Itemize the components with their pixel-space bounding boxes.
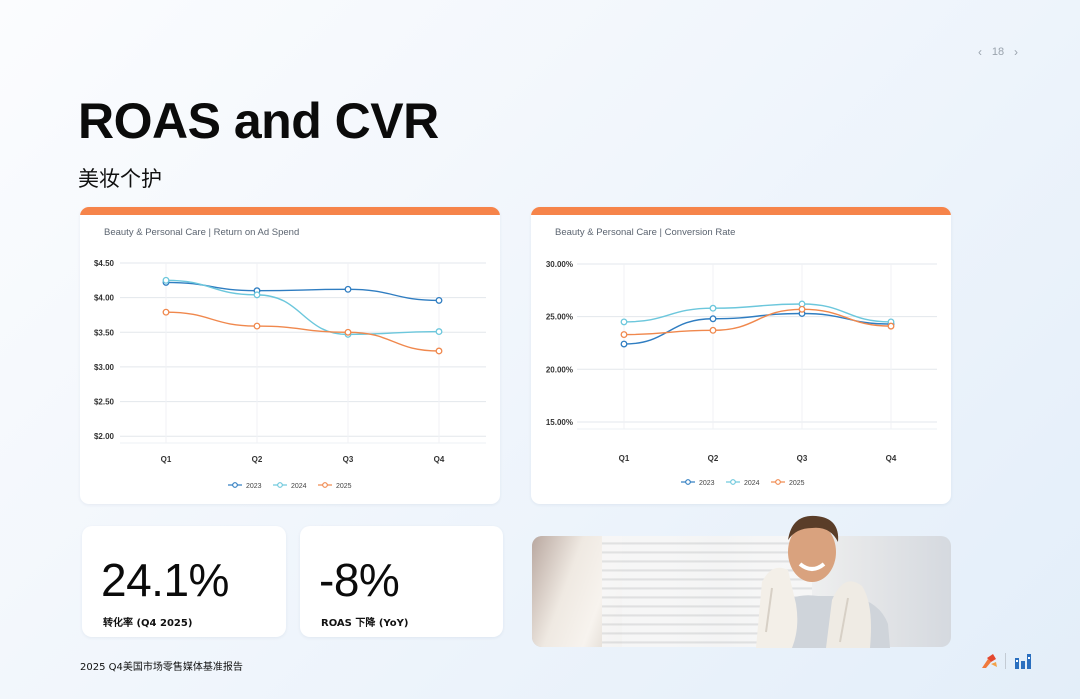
legend-label: 2023 — [699, 480, 715, 487]
data-point-2025 — [798, 305, 806, 313]
x-tick-label: Q4 — [886, 454, 897, 463]
cvr-chart: Beauty & Personal Care | Conversion Rate… — [546, 227, 937, 487]
y-tick-label: 20.00% — [546, 365, 573, 374]
legend-label: 2024 — [291, 483, 307, 490]
legend-swatch-marker — [730, 479, 736, 485]
data-point-2025 — [620, 331, 628, 338]
data-point-2024 — [253, 291, 261, 299]
legend-label: 2024 — [744, 480, 760, 487]
stat-value: 24.1% — [101, 554, 229, 606]
data-point-2025 — [344, 328, 352, 336]
chart-title: Beauty & Personal Care | Conversion Rate — [555, 227, 735, 238]
roas-chart-card: Beauty & Personal Care | Return on Ad Sp… — [80, 207, 500, 504]
legend-swatch-marker — [685, 479, 691, 485]
legend-swatch-marker — [775, 479, 781, 485]
y-tick-label: $4.00 — [94, 294, 115, 303]
red-orange-figure-logo-icon — [982, 654, 997, 668]
series-line-2023 — [623, 312, 892, 345]
logo-divider — [1005, 653, 1006, 669]
stat-card-cvr: 24.1% 转化率 (Q4 2025) — [82, 526, 286, 637]
y-tick-label: $3.00 — [94, 363, 115, 372]
y-tick-label: $3.50 — [94, 328, 115, 337]
card-accent-bar — [80, 207, 500, 215]
y-tick-label: $2.00 — [94, 432, 115, 441]
data-point-2025 — [253, 322, 261, 330]
y-tick-label: $4.50 — [94, 259, 115, 268]
stat-value: -8% — [319, 554, 400, 606]
series-line-2025 — [623, 308, 892, 336]
page-subtitle: 美妆个护 — [78, 167, 162, 191]
y-tick-label: $2.50 — [94, 398, 115, 407]
x-tick-label: Q4 — [434, 455, 445, 464]
cvr-chart-card: Beauty & Personal Care | Conversion Rate… — [531, 207, 951, 504]
data-point-2025 — [162, 308, 170, 316]
y-tick-label: 30.00% — [546, 260, 573, 269]
stat-card-roas: -8% ROAS 下降 (YoY) — [300, 526, 503, 637]
stat-label: 转化率 (Q4 2025) — [103, 618, 193, 629]
roas-chart: Beauty & Personal Care | Return on Ad Sp… — [94, 227, 486, 490]
series-line-2024 — [623, 303, 892, 323]
data-point-2024 — [162, 276, 170, 284]
data-point-2024 — [709, 304, 717, 312]
data-point-2025 — [887, 322, 895, 330]
data-point-2023 — [620, 340, 628, 348]
x-tick-label: Q3 — [343, 455, 354, 464]
man-with-towel-illustration — [756, 515, 890, 648]
x-tick-label: Q2 — [708, 454, 719, 463]
pager: ‹ 18 › — [978, 44, 1018, 60]
prev-page-arrow-icon[interactable]: ‹ — [978, 45, 982, 59]
legend-label: 2023 — [246, 483, 262, 490]
legend-label: 2025 — [336, 483, 352, 490]
data-point-2023 — [709, 315, 717, 323]
data-point-2025 — [709, 326, 717, 334]
data-point-2023 — [435, 296, 443, 304]
series-line-2024 — [165, 279, 440, 336]
page-number: 18 — [991, 46, 1005, 58]
page-title: ROAS and CVR — [78, 93, 439, 149]
legend-label: 2025 — [789, 480, 805, 487]
data-point-2024 — [435, 328, 443, 336]
legend-swatch-marker — [322, 482, 328, 488]
x-tick-label: Q3 — [797, 454, 808, 463]
blue-building-chart-logo-icon — [1015, 654, 1031, 669]
x-tick-label: Q1 — [161, 455, 172, 464]
y-tick-label: 25.00% — [546, 313, 573, 322]
next-page-arrow-icon[interactable]: › — [1014, 45, 1018, 59]
card-accent-bar — [531, 207, 951, 215]
report-footer-title: 2025 Q4美国市场零售媒体基准报告 — [80, 662, 243, 673]
series-line-2023 — [165, 281, 440, 302]
chart-title: Beauty & Personal Care | Return on Ad Sp… — [104, 227, 299, 238]
stat-label: ROAS 下降 (YoY) — [321, 618, 409, 629]
data-point-2024 — [620, 318, 628, 326]
legend-swatch-marker — [277, 482, 283, 488]
legend-swatch-marker — [232, 482, 238, 488]
x-tick-label: Q1 — [619, 454, 630, 463]
data-point-2023 — [344, 285, 352, 293]
x-tick-label: Q2 — [252, 455, 263, 464]
data-point-2025 — [435, 347, 443, 355]
y-tick-label: 15.00% — [546, 418, 573, 427]
series-line-2025 — [165, 311, 440, 352]
